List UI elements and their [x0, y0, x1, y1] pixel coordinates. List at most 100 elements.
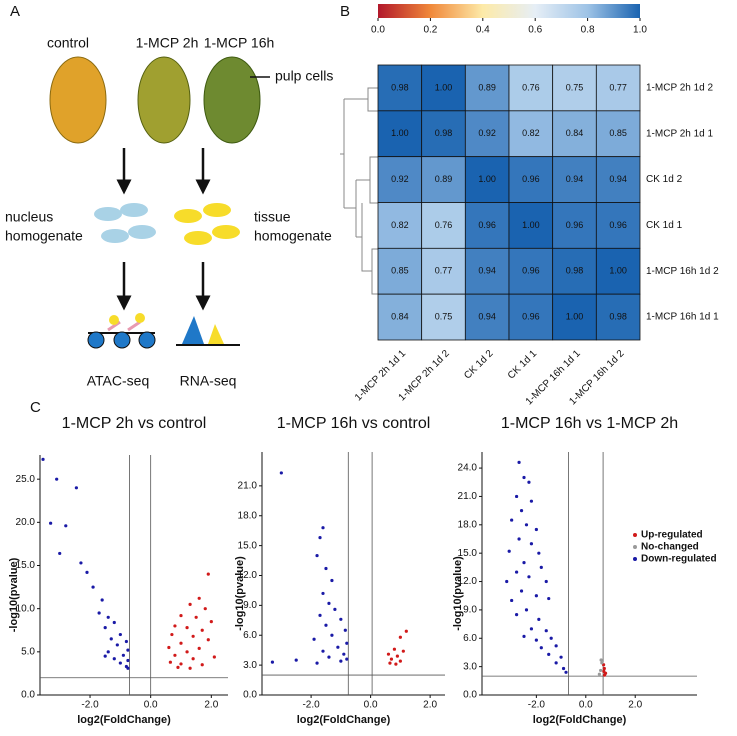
x-tick-label: 0.0: [364, 700, 378, 711]
y-tick-label: 9.0: [463, 605, 477, 616]
point: [602, 666, 606, 671]
y-tick-label: 3.0: [243, 660, 257, 671]
point: [517, 460, 521, 465]
point: [339, 617, 343, 621]
point: [321, 649, 325, 653]
x-tick-label: -2.0: [528, 700, 546, 711]
point: [321, 526, 325, 530]
point: [522, 634, 526, 638]
cell-label: 0.77: [435, 266, 453, 276]
heatmap-cell: [464, 156, 510, 203]
y-tick-label: 6.0: [243, 630, 257, 641]
point: [200, 628, 204, 632]
column-label: CK 1d 1: [506, 348, 540, 382]
point: [559, 655, 563, 659]
cell-label: 1.00: [435, 82, 453, 92]
point: [599, 668, 603, 673]
point: [395, 654, 399, 658]
cell-label: 0.89: [435, 174, 453, 184]
legend-label: Down-regulated: [641, 554, 717, 565]
point: [126, 666, 130, 670]
point: [602, 673, 607, 677]
heatmap-cell: [595, 293, 641, 341]
x-tick-label: 2.0: [423, 700, 437, 711]
colorbar-tick-label: 1.0: [633, 25, 647, 36]
y-tick-label: 25.0: [16, 474, 36, 485]
heatmap-cell: [421, 110, 466, 158]
point: [112, 657, 116, 661]
row-label: 1-MCP 2h 1d 1: [646, 128, 714, 139]
heatmap-cell: [464, 293, 510, 341]
legend-marker: [633, 557, 637, 561]
point: [197, 596, 201, 600]
point: [209, 620, 213, 624]
point: [100, 598, 104, 602]
point: [126, 658, 130, 663]
point: [191, 657, 195, 661]
point: [522, 475, 526, 480]
point: [529, 499, 534, 503]
cell-label: 0.85: [391, 266, 409, 276]
cell-label: 1.00: [478, 174, 496, 184]
heatmap-cell: [552, 110, 597, 158]
point: [554, 661, 558, 665]
point: [510, 518, 514, 522]
papaya: [203, 56, 261, 144]
x-tick-label: 2.0: [628, 700, 642, 711]
point: [517, 537, 521, 541]
point: [118, 632, 122, 637]
point: [327, 601, 331, 605]
point: [41, 457, 45, 461]
point: [534, 527, 538, 532]
point: [179, 662, 183, 666]
point: [547, 596, 551, 601]
y-axis-label: -log10(pvalue): [8, 557, 20, 632]
point: [514, 613, 519, 617]
point: [91, 585, 95, 589]
point: [534, 638, 538, 642]
heatmap-cell: [508, 110, 554, 158]
chart-title: 1-MCP 16h vs 1-MCP 2h: [501, 415, 678, 432]
y-axis-label: -log10(pvalue): [234, 556, 246, 631]
point: [270, 660, 275, 664]
colorbar-tick-label: 0.8: [581, 25, 595, 36]
y-tick-label: 0.0: [463, 690, 477, 701]
point: [519, 589, 524, 593]
colorbar-tick-label: 0.0: [371, 25, 385, 36]
point: [58, 551, 62, 556]
point: [55, 477, 59, 481]
point: [600, 661, 604, 665]
point: [345, 641, 349, 645]
chart-title: 1-MCP 16h vs control: [277, 415, 431, 432]
point: [327, 655, 331, 659]
rna-icon: [176, 316, 240, 346]
point: [539, 646, 543, 650]
colorbar: [378, 4, 640, 18]
point: [537, 551, 541, 555]
y-tick-label: 0.0: [243, 690, 257, 701]
heatmap-cell: [552, 247, 597, 295]
cell-label: 0.82: [522, 128, 540, 138]
heatmap-cell: [464, 202, 510, 249]
y-tick-label: 21.0: [458, 491, 478, 502]
cell-label: 0.96: [478, 220, 496, 230]
cell-label: 0.96: [566, 220, 584, 230]
point: [212, 655, 216, 659]
cell-label: 0.77: [609, 82, 627, 92]
point: [599, 658, 603, 662]
point: [318, 613, 322, 617]
nuclei: [94, 203, 156, 243]
point: [315, 661, 319, 665]
point: [597, 672, 601, 676]
point: [401, 649, 405, 653]
x-tick-label: -2.0: [81, 700, 99, 711]
point: [168, 660, 172, 664]
point: [191, 634, 195, 638]
point: [394, 662, 398, 666]
sample-label: 1-MCP 2h: [136, 35, 199, 51]
cell-label: 0.75: [435, 311, 453, 321]
row-label: 1-MCP 2h 1d 2: [646, 83, 714, 94]
x-tick-label: 2.0: [204, 700, 218, 711]
